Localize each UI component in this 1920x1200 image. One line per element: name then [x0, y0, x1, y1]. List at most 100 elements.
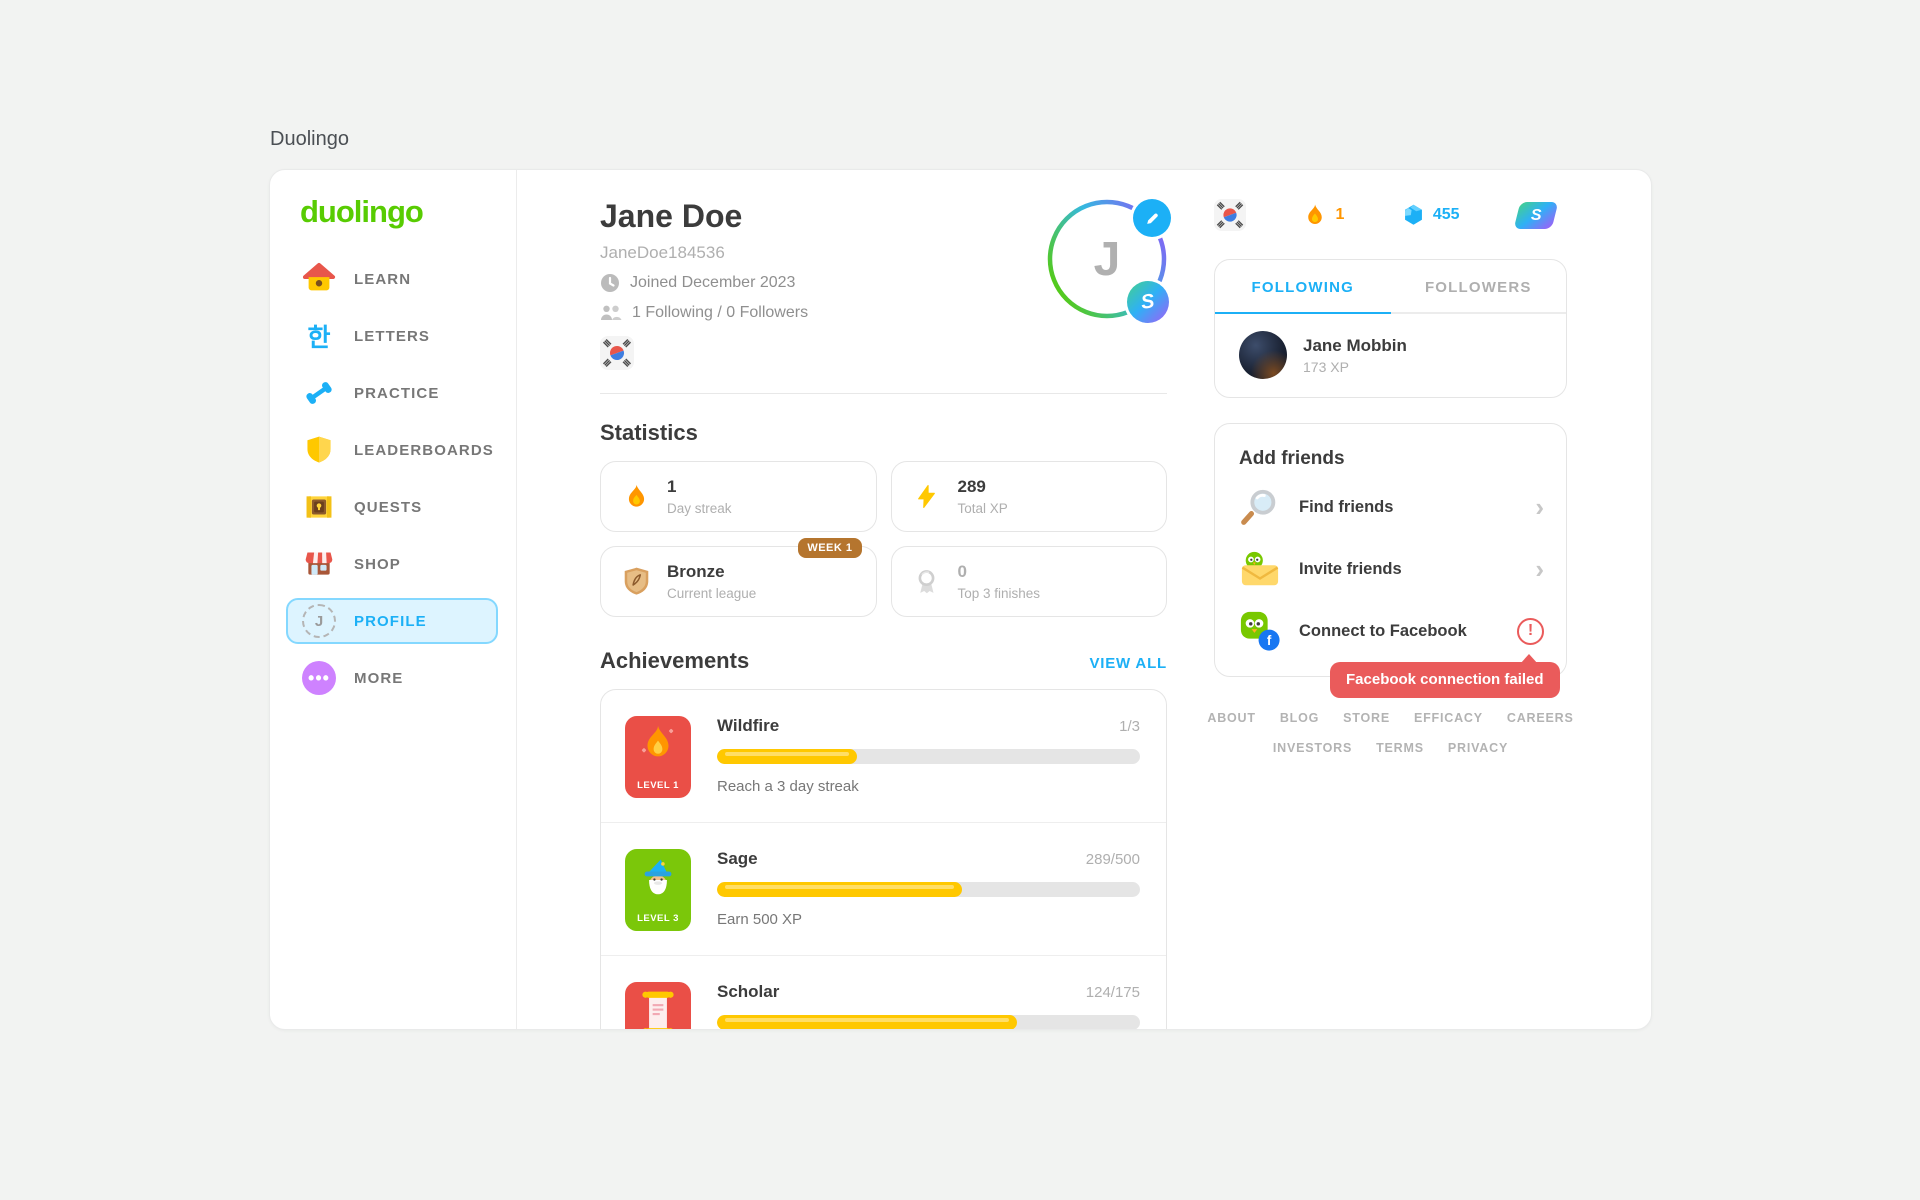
stat-label: Current league: [667, 585, 757, 601]
connect-facebook-label: Connect to Facebook: [1299, 621, 1467, 640]
topbar: 1 455 S: [1214, 197, 1559, 233]
chevron-right-icon: ›: [1535, 554, 1544, 584]
sidebar-item-practice[interactable]: PRACTICE: [286, 370, 498, 416]
stat-card-total-xp: 289 Total XP: [890, 461, 1167, 532]
korean-flag-icon[interactable]: [600, 336, 634, 370]
sidebar-item-more[interactable]: ••• MORE: [286, 655, 498, 701]
follow-summary-text: 1 Following / 0 Followers: [632, 304, 809, 321]
connect-facebook-row[interactable]: f Connect to Facebook !: [1215, 600, 1566, 662]
follow-panel: FOLLOWING FOLLOWERS Jane Mobbin 173 XP: [1214, 259, 1567, 398]
sidebar-item-label: PROFILE: [354, 612, 427, 630]
stat-label: Day streak: [667, 500, 732, 516]
dumbbell-icon: [300, 374, 338, 412]
sidebar-nav: LEARN 한 LETTERS: [286, 256, 498, 712]
footer-links-row1: ABOUT BLOG STORE EFFICACY CAREERS: [1207, 711, 1572, 725]
sidebar-item-label: MORE: [354, 669, 404, 687]
shield-icon: [300, 431, 338, 469]
sidebar-item-learn[interactable]: LEARN: [286, 256, 498, 302]
medal-icon: [910, 568, 944, 596]
achievement-fraction: 289/500: [1085, 851, 1140, 868]
footer-link-careers[interactable]: CAREERS: [1506, 711, 1574, 725]
gems-counter[interactable]: 455: [1402, 203, 1460, 228]
achievement-row-sage: LEVEL 3 Sage 289/500 Earn 500 XP: [601, 822, 1166, 955]
avatar-initial: J: [1093, 232, 1121, 286]
following-list-item[interactable]: Jane Mobbin 173 XP: [1215, 314, 1566, 397]
sidebar-item-label: LEADERBOARDS: [354, 441, 494, 459]
sidebar-item-label: LETTERS: [354, 327, 431, 345]
tab-following[interactable]: FOLLOWING: [1215, 260, 1391, 314]
footer-links-row2: INVESTORS TERMS PRIVACY: [1214, 741, 1567, 755]
gem-count: 455: [1432, 206, 1460, 223]
stat-value: Bronze: [667, 562, 725, 582]
sidebar-item-label: SHOP: [354, 555, 401, 573]
invite-owl-icon: [1237, 547, 1283, 591]
find-friends-label: Find friends: [1299, 497, 1394, 516]
stat-value: 289: [957, 477, 986, 497]
joined-row: Joined December 2023: [600, 273, 795, 293]
course-flag-button[interactable]: [1214, 199, 1246, 231]
achievement-description: Earn 500 XP: [717, 911, 803, 928]
footer-link-investors[interactable]: INVESTORS: [1272, 741, 1353, 755]
streak-count: 1: [1335, 206, 1345, 223]
home-icon: [300, 260, 338, 298]
window-title: Duolingo: [270, 128, 349, 150]
follow-tabs: FOLLOWING FOLLOWERS: [1215, 260, 1566, 314]
stat-value: 0: [957, 562, 967, 582]
sidebar-item-letters[interactable]: 한 LETTERS: [286, 313, 498, 359]
friend-avatar: [1239, 331, 1287, 379]
footer-link-blog[interactable]: BLOG: [1279, 711, 1320, 725]
stat-card-day-streak: 1 Day streak: [600, 461, 877, 532]
wildfire-badge-icon: LEVEL 1: [625, 716, 691, 798]
view-all-link[interactable]: VIEW ALL: [1089, 655, 1167, 672]
stat-card-current-league: WEEK 1 Bronze Current league: [600, 538, 877, 617]
facebook-owl-icon: f: [1237, 609, 1283, 653]
streak-counter[interactable]: 1: [1303, 203, 1344, 227]
achievement-name: Scholar: [717, 982, 780, 1001]
sidebar-item-label: LEARN: [354, 270, 412, 288]
sidebar-item-profile[interactable]: J PROFILE: [286, 598, 498, 644]
bronze-shield-icon: [619, 566, 653, 598]
achievement-name: Wildfire: [717, 716, 780, 735]
invite-friends-row[interactable]: Invite friends ›: [1215, 538, 1566, 600]
super-duolingo-badge[interactable]: S: [1513, 201, 1559, 229]
sidebar-item-quests[interactable]: QUESTS: [286, 484, 498, 530]
achievement-progressbar: [717, 882, 1140, 897]
duolingo-logo[interactable]: duolingo: [300, 194, 424, 229]
stat-label: Top 3 finishes: [957, 585, 1041, 601]
achievement-description: Reach a 3 day streak: [717, 778, 859, 795]
footer-link-store[interactable]: STORE: [1343, 711, 1390, 725]
achievements-card: LEVEL 1 Wildfire 1/3 Reach a 3 day strea…: [600, 689, 1167, 1029]
sidebar-item-shop[interactable]: SHOP: [286, 541, 498, 587]
bolt-icon: [910, 484, 944, 509]
add-friends-panel: Add friends Find friends ›: [1214, 423, 1567, 677]
statistics-grid: 1 Day streak 289 Total XP WEEK 1: [600, 461, 1167, 617]
achievement-fraction: 1/3: [1119, 718, 1140, 735]
sidebar-item-label: QUESTS: [354, 498, 423, 516]
stat-value: 1: [667, 477, 677, 497]
sidebar: duolingo LEARN 한 LETTERS: [270, 170, 517, 1029]
pencil-icon: [1146, 213, 1158, 224]
sidebar-item-label: PRACTICE: [354, 384, 440, 402]
header-divider: [600, 393, 1167, 394]
footer-link-about[interactable]: ABOUT: [1207, 711, 1256, 725]
footer-link-efficacy[interactable]: EFFICACY: [1413, 711, 1483, 725]
profile-circle-icon: J: [300, 602, 338, 640]
clock-icon: [601, 274, 619, 292]
tab-followers[interactable]: FOLLOWERS: [1424, 279, 1532, 296]
achievements-title: Achievements: [600, 648, 750, 673]
gem-icon: [1404, 204, 1422, 225]
footer-link-terms[interactable]: TERMS: [1376, 741, 1424, 755]
find-friends-row[interactable]: Find friends ›: [1215, 476, 1566, 538]
streak-flame-icon: [1308, 204, 1323, 224]
achievement-fraction: 124/175: [1085, 984, 1140, 1001]
achievement-row-wildfire: LEVEL 1 Wildfire 1/3 Reach a 3 day strea…: [601, 690, 1166, 822]
achievement-progressbar: [717, 1015, 1140, 1029]
error-exclamation-icon[interactable]: !: [1517, 617, 1544, 645]
svg-text:f: f: [1267, 633, 1272, 648]
footer-link-privacy[interactable]: PRIVACY: [1447, 741, 1509, 755]
sidebar-item-leaderboards[interactable]: LEADERBOARDS: [286, 427, 498, 473]
flame-icon: [619, 483, 653, 510]
edit-avatar-button[interactable]: [1133, 199, 1171, 237]
achievement-progress-fill: [717, 882, 963, 897]
more-icon: •••: [300, 659, 338, 697]
